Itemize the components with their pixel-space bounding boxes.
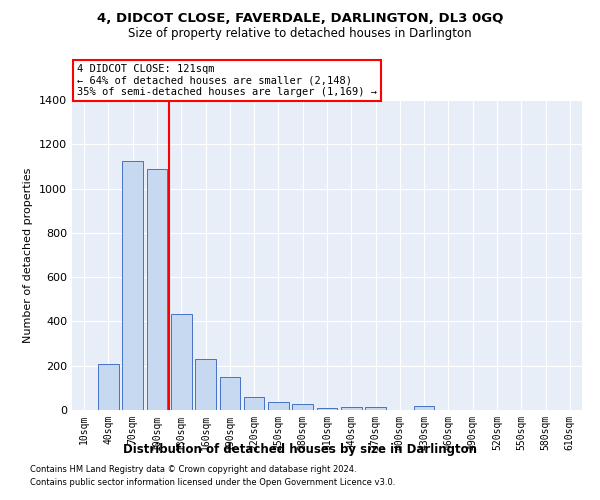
Text: Contains HM Land Registry data © Crown copyright and database right 2024.: Contains HM Land Registry data © Crown c…: [30, 466, 356, 474]
Bar: [365, 406, 386, 410]
Bar: [341, 406, 362, 410]
Y-axis label: Number of detached properties: Number of detached properties: [23, 168, 34, 342]
Text: Size of property relative to detached houses in Darlington: Size of property relative to detached ho…: [128, 28, 472, 40]
Bar: [414, 406, 434, 410]
Text: Distribution of detached houses by size in Darlington: Distribution of detached houses by size …: [123, 442, 477, 456]
Bar: [122, 161, 143, 410]
Text: 4 DIDCOT CLOSE: 121sqm
← 64% of detached houses are smaller (2,148)
35% of semi-: 4 DIDCOT CLOSE: 121sqm ← 64% of detached…: [77, 64, 377, 97]
Bar: [171, 314, 191, 410]
Bar: [98, 364, 119, 410]
Bar: [244, 397, 265, 410]
Bar: [292, 404, 313, 410]
Text: 4, DIDCOT CLOSE, FAVERDALE, DARLINGTON, DL3 0GQ: 4, DIDCOT CLOSE, FAVERDALE, DARLINGTON, …: [97, 12, 503, 26]
Bar: [220, 377, 240, 410]
Bar: [146, 168, 167, 410]
Bar: [268, 402, 289, 410]
Bar: [317, 408, 337, 410]
Text: Contains public sector information licensed under the Open Government Licence v3: Contains public sector information licen…: [30, 478, 395, 487]
Bar: [195, 358, 216, 410]
